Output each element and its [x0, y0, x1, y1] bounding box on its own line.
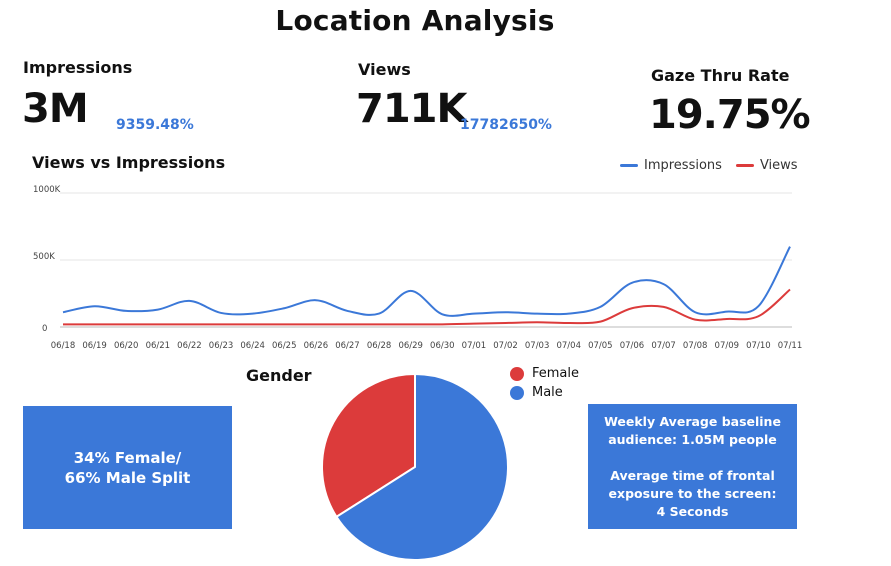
legend-label-views: Views — [759, 158, 798, 173]
views-label: Views — [358, 60, 411, 79]
line-chart: 0 500K 1000K 06/18 06/19 06/20 06/21 06/22 06/23… — [20, 185, 810, 355]
series-line-impressions — [62, 246, 791, 317]
x-tick-label: 07/10 — [746, 341, 771, 351]
gaze-label: Gaze Thru Rate — [651, 66, 790, 85]
x-tick-label: 06/28 — [367, 341, 392, 351]
page-title: Location Analysis — [275, 4, 555, 37]
x-tick-label: 07/08 — [683, 341, 708, 351]
x-tick-label: 07/11 — [778, 341, 803, 351]
male-dot — [510, 385, 524, 400]
pie-chart-title: Gender — [246, 366, 312, 385]
y-tick-label: 1000K — [33, 185, 61, 195]
x-tick-label: 06/19 — [82, 341, 107, 351]
impressions-label: Impressions — [23, 58, 133, 77]
x-tick-label: 07/09 — [715, 341, 740, 351]
x-tick-label: 07/02 — [493, 341, 518, 351]
gaze-value: 19.75% — [649, 92, 811, 138]
x-tick-label: 06/25 — [272, 341, 297, 351]
pie-chart — [320, 372, 510, 562]
x-tick-label: 07/07 — [651, 341, 676, 351]
pie-chart-svg — [321, 372, 509, 561]
x-tick-label: 06/20 — [114, 341, 139, 351]
x-tick-label: 06/23 — [209, 341, 234, 351]
x-tick-label: 06/21 — [146, 341, 171, 351]
impressions-change: 9359.48% — [116, 117, 194, 133]
x-tick-label: 06/27 — [335, 341, 360, 351]
views-swatch — [735, 164, 754, 167]
legend-item-impressions: Impressions — [620, 158, 722, 173]
pie-legend-label-female: Female — [532, 366, 580, 381]
line-chart-legend: Impressions Views — [620, 158, 798, 173]
split-line-1: 34% Female/ — [73, 448, 182, 467]
legend-label-impressions: Impressions — [644, 158, 722, 173]
pie-legend-label-male: Male — [532, 385, 563, 400]
impressions-value: 3M — [22, 86, 89, 132]
baseline-line-1: Weekly Average baseline — [604, 413, 781, 429]
pie-slice-male — [335, 372, 509, 561]
line-chart-svg: 0 500K 1000K 06/18 06/19 06/20 06/21 06/22 06/23… — [33, 185, 803, 351]
x-tick-label: 07/06 — [620, 341, 645, 351]
x-tick-label: 07/05 — [588, 341, 613, 351]
pie-legend-item-male: Male — [510, 385, 579, 400]
x-tick-label: 07/01 — [462, 341, 487, 351]
x-tick-label: 07/03 — [525, 341, 550, 351]
views-value: 711K — [356, 86, 467, 132]
x-tick-label: 06/18 — [51, 341, 76, 351]
x-tick-label: 06/30 — [430, 341, 455, 351]
x-tick-label: 06/29 — [398, 341, 423, 351]
x-tick-label: 06/24 — [240, 341, 265, 351]
series-line-views — [63, 288, 791, 326]
pie-legend-item-female: Female — [510, 366, 579, 381]
y-tick-label: 0 — [42, 324, 47, 334]
split-line-2: 66% Male Split — [64, 468, 191, 487]
exposure-line-2: exposure to the screen: — [608, 485, 777, 501]
exposure-line-1: Average time of frontal — [610, 467, 775, 483]
y-tick-label: 500K — [33, 252, 55, 262]
baseline-line-2: audience: 1.05M people — [608, 431, 777, 447]
x-tick-label: 06/26 — [304, 341, 329, 351]
x-tick-label: 07/04 — [556, 341, 581, 351]
gender-split-box: 34% Female/ 66% Male Split — [23, 406, 232, 529]
impressions-swatch — [620, 164, 638, 167]
pie-legend: Female Male — [510, 366, 579, 404]
views-change: 17782650% — [460, 117, 552, 133]
exposure-line-3: 4 Seconds — [656, 503, 729, 519]
x-tick-label: 06/22 — [177, 341, 202, 351]
female-dot — [510, 366, 524, 381]
line-chart-title: Views vs Impressions — [32, 153, 226, 172]
legend-item-views: Views — [735, 158, 798, 173]
audience-info-box: Weekly Average baseline audience: 1.05M … — [588, 404, 797, 529]
